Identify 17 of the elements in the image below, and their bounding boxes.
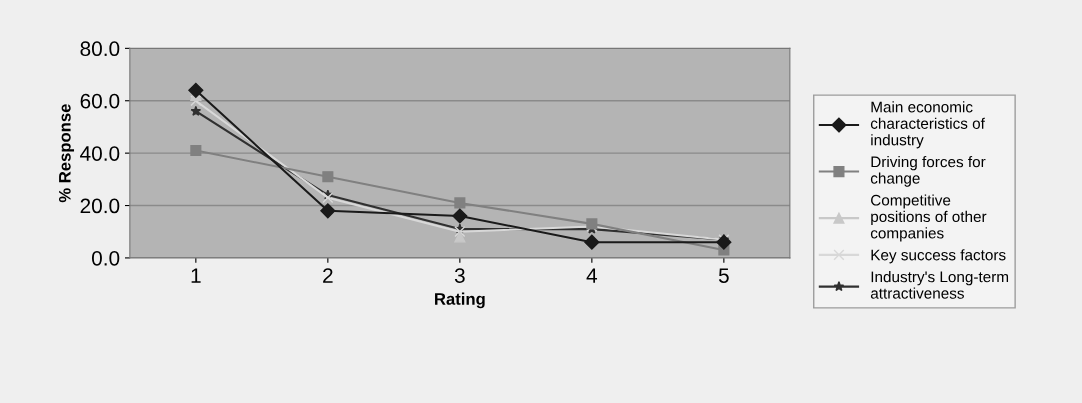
x-tick-label: 5 (718, 268, 729, 283)
legend-label: Industry's Long-term attractiveness (870, 271, 1009, 299)
legend-label: Main economic characteristics of industry (870, 101, 985, 149)
legend-label: Driving forces for change (870, 156, 986, 187)
x-tick-label: 1 (191, 268, 201, 283)
y-tick-label: 80.0 (80, 41, 120, 57)
y-tick-label: 40.0 (80, 146, 120, 161)
y-tick-label: 60.0 (80, 93, 120, 109)
y-tick-label: 0.0 (91, 250, 120, 266)
y-axis-title: % Response (58, 104, 75, 203)
x-axis-title: Rating (435, 292, 485, 309)
x-tick-label: 4 (586, 268, 598, 283)
y-tick-label: 20.0 (80, 198, 120, 214)
legend-label: Competitive positions of other companies (870, 194, 987, 242)
x-tick-label: 2 (323, 268, 333, 283)
legend-label: Key success factors (871, 249, 1006, 264)
x-tick-label: 3 (454, 268, 465, 283)
